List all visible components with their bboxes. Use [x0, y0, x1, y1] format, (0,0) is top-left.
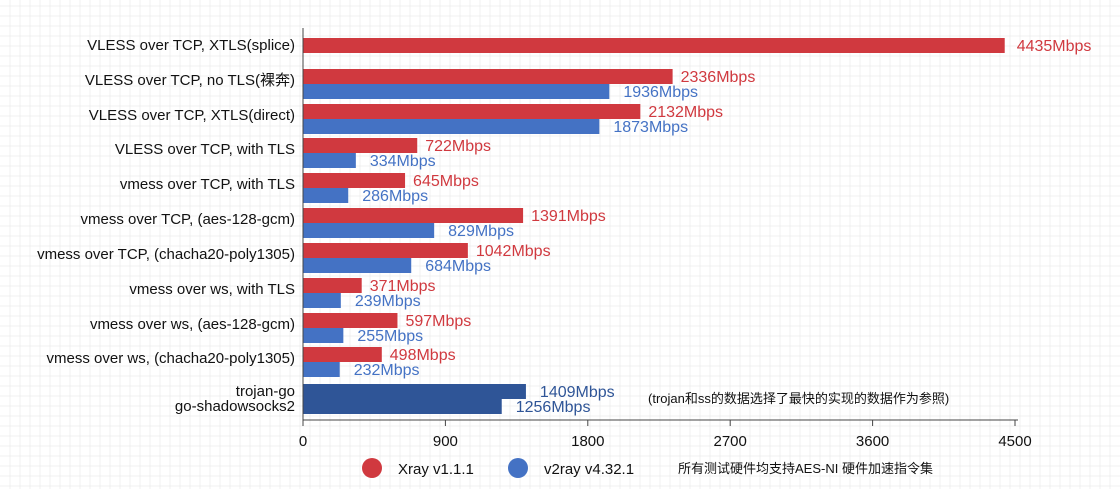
- category-label: trojan-go: [236, 383, 295, 400]
- bar-xray: [303, 243, 468, 258]
- value-label-v2ray: 255Mbps: [357, 328, 423, 345]
- value-label-xray: 722Mbps: [425, 138, 491, 155]
- category-label: go-shadowsocks2: [175, 398, 295, 415]
- x-tick-label: 900: [433, 433, 458, 450]
- value-label-v2ray: 334Mbps: [370, 153, 436, 170]
- bar-xray: [303, 104, 641, 119]
- category-label: vmess over ws, (aes-128-gcm): [90, 316, 295, 333]
- bar-v2ray: [303, 328, 344, 343]
- value-label-v2ray: 232Mbps: [354, 362, 420, 379]
- bar-v2ray: [303, 188, 349, 203]
- value-label-xray: 4435Mbps: [1017, 38, 1092, 55]
- bar-xray: [303, 38, 1005, 53]
- labels: VLESS over TCP, XTLS(splice) 4435Mbps VLES…: [37, 37, 1091, 416]
- bar-go-shadowsocks2: [303, 399, 502, 414]
- bar-v2ray: [303, 119, 600, 134]
- bar-trojan-go: [303, 384, 526, 399]
- value-label-xray: 1042Mbps: [476, 243, 551, 260]
- legend: Xray v1.1.1 v2ray v4.32.1 所有测试硬件均支持AES-N…: [362, 458, 933, 478]
- bar-xray: [303, 173, 406, 188]
- bar-v2ray: [303, 153, 356, 168]
- category-label: vmess over ws, (chacha20-poly1305): [47, 350, 295, 367]
- category-label: VLESS over TCP, XTLS(direct): [89, 107, 295, 124]
- note-annotation: (trojan和ss的数据选择了最快的实现的数据作为参照): [648, 391, 949, 406]
- bar-v2ray: [303, 223, 435, 238]
- x-tick-label: 4500: [998, 433, 1031, 450]
- legend-xray-marker: [362, 458, 382, 478]
- bar-xray: [303, 347, 382, 362]
- value-label: 1409Mbps: [540, 384, 615, 401]
- bar-xray: [303, 138, 418, 153]
- bar-v2ray: [303, 258, 412, 273]
- bar-v2ray: [303, 293, 341, 308]
- category-label: vmess over TCP, (aes-128-gcm): [80, 211, 295, 228]
- bar-xray: [303, 208, 524, 223]
- legend-v2ray-marker: [508, 458, 528, 478]
- value-label: 1256Mbps: [516, 399, 591, 416]
- legend-xray-label: Xray v1.1.1: [398, 461, 474, 478]
- hardware-note: 所有测试硬件均支持AES-NI 硬件加速指令集: [678, 461, 933, 476]
- category-label: vmess over TCP, with TLS: [120, 176, 295, 193]
- value-label-xray: 645Mbps: [413, 173, 479, 190]
- value-label-v2ray: 239Mbps: [355, 293, 421, 310]
- value-label-v2ray: 1873Mbps: [613, 119, 688, 136]
- value-label-v2ray: 1936Mbps: [623, 84, 698, 101]
- value-label-xray: 2336Mbps: [681, 69, 756, 86]
- bar-xray: [303, 69, 673, 84]
- x-axis: 0 900 1800 2700 3600 4500: [299, 420, 1032, 450]
- bar-xray: [303, 278, 362, 293]
- category-label: VLESS over TCP, with TLS: [115, 141, 295, 158]
- bar-v2ray: [303, 362, 340, 377]
- legend-v2ray-label: v2ray v4.32.1: [544, 461, 634, 478]
- category-label: VLESS over TCP, XTLS(splice): [87, 37, 295, 54]
- value-label-v2ray: 684Mbps: [425, 258, 491, 275]
- bar-v2ray: [303, 84, 610, 99]
- category-label: VLESS over TCP, no TLS(裸奔): [85, 72, 295, 89]
- value-label-xray: 1391Mbps: [531, 208, 606, 225]
- value-label-xray: 498Mbps: [390, 347, 456, 364]
- bar-xray: [303, 313, 398, 328]
- value-label-xray: 371Mbps: [370, 278, 436, 295]
- value-label-xray: 2132Mbps: [648, 104, 723, 121]
- value-label-v2ray: 286Mbps: [362, 188, 428, 205]
- value-label-v2ray: 829Mbps: [448, 223, 514, 240]
- bars: [303, 38, 1005, 414]
- category-label: vmess over TCP, (chacha20-poly1305): [37, 246, 295, 263]
- category-label: vmess over ws, with TLS: [129, 281, 295, 298]
- x-tick-label: 1800: [571, 433, 604, 450]
- value-label-xray: 597Mbps: [405, 313, 471, 330]
- x-tick-label: 0: [299, 433, 307, 450]
- x-tick-label: 2700: [714, 433, 747, 450]
- x-tick-label: 3600: [856, 433, 889, 450]
